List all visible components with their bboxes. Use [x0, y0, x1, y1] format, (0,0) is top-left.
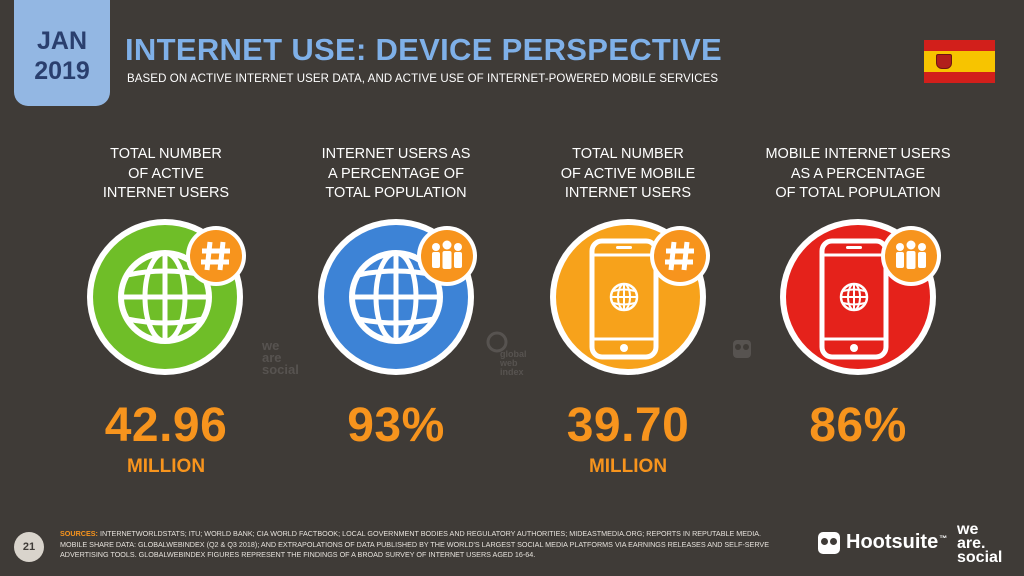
coat-of-arms-icon	[936, 53, 952, 69]
stat-label: MOBILE INTERNET USERS AS A PERCENTAGE OF T…	[765, 146, 951, 201]
date-badge: JAN 2019	[14, 0, 110, 106]
stat-unit: MILLION	[126, 456, 206, 477]
hootsuite-label: Hootsuite	[846, 531, 939, 553]
owl-icon	[818, 531, 840, 554]
sources-text: INTERNETWORLDSTATS; ITU; WORLD BANK; CIA…	[60, 529, 769, 559]
we-are-social-watermark: we are social	[262, 338, 299, 377]
hootsuite-owl-watermark-icon	[733, 340, 751, 358]
gwi-logo-icon	[486, 331, 508, 353]
hash-icon	[186, 226, 246, 286]
date-month: JAN	[36, 27, 87, 55]
page-number: 21	[14, 532, 44, 562]
stat-total-mobile-internet-users: TOTAL NUMBER OF ACTIVE MOBILE INTERNET USE…	[518, 145, 738, 205]
sources-note: SOURCES: INTERNETWORLDSTATS; ITU; WORLD …	[60, 529, 790, 561]
people-icon	[881, 226, 941, 286]
people-icon	[417, 226, 477, 286]
stat-label: INTERNET USERS AS A PERCENTAGE OF TOTAL PO…	[321, 146, 471, 201]
page-title: INTERNET USE: DEVICE PERSPECTIVE	[125, 32, 722, 67]
stat-unit: MILLION	[588, 456, 668, 477]
stat-label: TOTAL NUMBER OF ACTIVE INTERNET USERS	[102, 146, 230, 201]
stat-total-internet-users: TOTAL NUMBER OF ACTIVE INTERNET USERS	[56, 145, 276, 205]
stat-mobile-internet-users-percentage: MOBILE INTERNET USERS AS A PERCENTAGE OF T…	[748, 145, 968, 205]
we-are-social-logo: we are. social	[957, 521, 1003, 566]
hash-icon	[650, 226, 710, 286]
date-year: 2019	[34, 57, 90, 85]
spain-flag-icon	[924, 40, 995, 83]
page-subtitle: BASED ON ACTIVE INTERNET USER DATA, AND …	[127, 73, 719, 85]
stat-value: 39.70	[566, 399, 690, 452]
stat-internet-users-percentage: INTERNET USERS AS A PERCENTAGE OF TOTAL PO…	[286, 145, 506, 205]
stat-value: 42.96	[104, 399, 228, 452]
stat-value: 86%	[809, 399, 907, 452]
hootsuite-logo: Hootsuite ™	[818, 531, 947, 554]
gwi-watermark: global web index	[500, 349, 527, 377]
sources-heading: SOURCES:	[60, 529, 98, 538]
stat-label: TOTAL NUMBER OF ACTIVE MOBILE INTERNET USE…	[560, 146, 696, 201]
stat-value: 93%	[347, 399, 445, 452]
